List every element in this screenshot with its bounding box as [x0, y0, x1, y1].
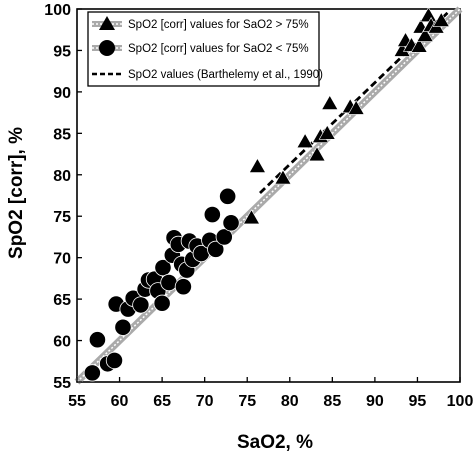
legend-label-dashed: SpO2 values (Barthelemy et al., 1990) — [128, 69, 323, 81]
x-tick-label: 85 — [323, 393, 341, 410]
x-tick-label: 70 — [196, 393, 214, 410]
y-tick-label: 70 — [53, 251, 71, 268]
circle-point — [114, 318, 132, 336]
circle-point — [219, 187, 237, 205]
legend-box — [87, 11, 320, 87]
y-tick-label: 65 — [53, 292, 71, 309]
x-tick-label: 100 — [447, 393, 474, 410]
circle-point — [154, 259, 172, 277]
legend-item-dashed: SpO2 values (Barthelemy et al., 1990) — [92, 69, 323, 81]
plot-frame — [76, 8, 461, 383]
x-tick-label: 90 — [366, 393, 384, 410]
legend-circle-icon — [99, 40, 115, 56]
legend-label-circles: SpO2 [corr] values for SaO2 < 75% — [128, 43, 309, 55]
legend-label-triangles: SpO2 [corr] values for SaO2 > 75% — [128, 19, 309, 31]
x-tick-label: 80 — [281, 393, 299, 410]
circle-point — [132, 296, 150, 314]
x-tick-label: 75 — [238, 393, 256, 410]
triangle-point — [416, 26, 434, 42]
triangle-point — [410, 37, 428, 53]
y-tick-label: 85 — [53, 126, 71, 143]
circle-point — [105, 351, 124, 370]
x-axis-title: SaO2, % — [237, 432, 313, 453]
x-tick-label: 55 — [68, 393, 86, 410]
triangle-point — [248, 157, 266, 173]
legend: SpO2 [corr] values for SaO2 > 75% SpO2 [… — [87, 11, 323, 87]
plot-area-border — [76, 8, 461, 383]
y-tick-label: 80 — [53, 168, 71, 185]
x-tick-label: 95 — [409, 393, 427, 410]
triangle-point — [432, 11, 450, 27]
circle-point — [222, 214, 240, 232]
triangle-point — [242, 209, 260, 225]
data-points-group — [83, 7, 450, 382]
circle-point — [153, 294, 171, 312]
legend-triangle-icon — [99, 16, 115, 30]
regression-line-group — [74, 6, 463, 385]
circle-point — [207, 240, 225, 258]
y-tick-label: 90 — [53, 85, 71, 102]
y-axis-title: SpO2 [corr], % — [6, 127, 27, 259]
triangle-point — [318, 124, 336, 140]
triangle-point — [321, 94, 339, 110]
circle-point — [83, 364, 101, 382]
circle-point — [88, 331, 107, 349]
circle-point — [215, 228, 233, 246]
triangle-point — [274, 169, 292, 185]
y-tick-label: 60 — [53, 334, 71, 351]
legend-item-triangles: SpO2 [corr] values for SaO2 > 75% — [92, 16, 309, 31]
triangle-point — [347, 99, 365, 115]
axis-ticks-group: 55 60 65 70 75 80 85 90 95 100 55 60 65 70 75 80 85 90 95 1… — [44, 2, 473, 410]
y-tick-label: 100 — [44, 2, 71, 19]
x-tick-label: 65 — [153, 393, 171, 410]
y-tick-label: 55 — [53, 375, 71, 392]
regression-line-center — [76, 8, 461, 383]
x-tick-label: 60 — [111, 393, 129, 410]
y-tick-label: 95 — [53, 43, 71, 60]
legend-item-circles: SpO2 [corr] values for SaO2 < 75% — [92, 40, 309, 56]
triangle-point — [296, 133, 314, 148]
y-tick-label: 75 — [53, 209, 71, 226]
circle-point — [203, 205, 221, 224]
circle-point — [174, 278, 192, 296]
triangle-point — [308, 146, 326, 162]
circle-point — [160, 273, 178, 292]
